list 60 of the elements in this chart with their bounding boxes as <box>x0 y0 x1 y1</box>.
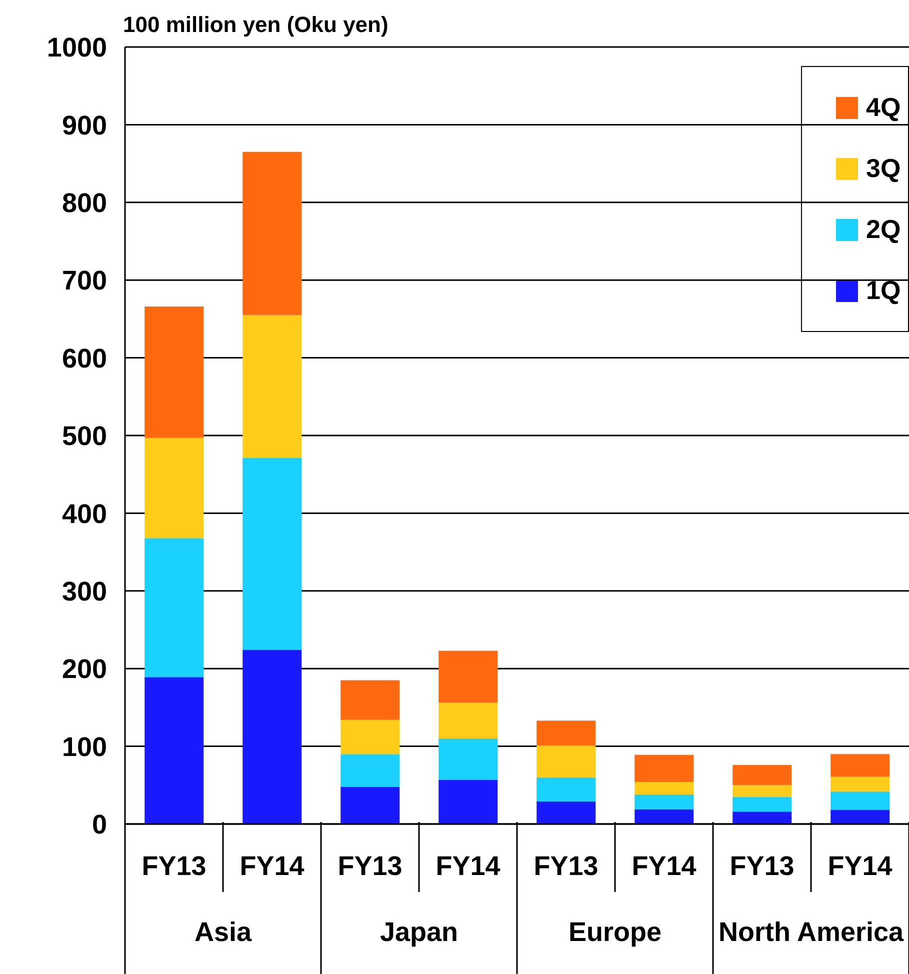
bar <box>242 458 302 650</box>
bar <box>634 794 694 810</box>
legend-label: 1Q <box>866 275 901 306</box>
y-tick-label: 500 <box>62 421 107 452</box>
y-tick-label: 0 <box>92 810 107 840</box>
text: Europe <box>568 917 662 948</box>
text: Asia <box>194 917 252 948</box>
bar <box>144 306 204 438</box>
y-tick-label: 900 <box>62 110 107 140</box>
bar <box>634 809 694 824</box>
bar <box>242 650 302 824</box>
x-tick-label: FY14 <box>240 851 304 881</box>
x-tick-label: FY13 <box>142 851 206 881</box>
bar <box>340 754 400 787</box>
bar <box>144 438 204 538</box>
bar <box>634 782 694 794</box>
bar <box>340 680 400 720</box>
text: Japan <box>380 917 458 948</box>
y-axis-title: 100 million yen (Oku yen) <box>123 12 388 38</box>
x-tick-label: FY14 <box>436 851 500 881</box>
bar <box>732 764 792 786</box>
y-tick-label: 200 <box>62 654 107 684</box>
y-tick-label: 1000 <box>46 32 107 63</box>
y-tick-label: 800 <box>62 188 107 218</box>
legend-label: 3Q <box>866 153 901 184</box>
bar <box>732 785 792 797</box>
x-tick-label: FY14 <box>828 851 892 881</box>
bar <box>830 810 890 824</box>
x-tick-label: FY14 <box>632 851 696 881</box>
bar <box>536 720 596 746</box>
legend-label: 4Q <box>866 92 901 123</box>
bar <box>438 738 498 780</box>
y-tick-label: 600 <box>62 343 107 374</box>
bar <box>732 812 792 824</box>
bar <box>830 776 890 792</box>
y-tick-label: 100 <box>62 732 107 762</box>
bar <box>536 777 596 802</box>
y-tick-label: 300 <box>62 576 107 606</box>
bar <box>242 152 302 316</box>
text: North America <box>718 917 905 948</box>
bar <box>340 786 400 824</box>
bar <box>242 315 302 458</box>
bar <box>438 780 498 824</box>
x-tick-label: FY13 <box>534 851 598 881</box>
y-tick-label: 400 <box>62 498 107 529</box>
bar <box>536 801 596 824</box>
legend-label: 2Q <box>866 214 901 245</box>
bar <box>830 754 890 777</box>
x-tick-label: FY13 <box>730 851 794 881</box>
bar <box>438 702 498 739</box>
bar <box>144 538 204 678</box>
bar <box>732 796 792 812</box>
bar <box>830 791 890 810</box>
bar <box>144 677 204 824</box>
bar <box>536 746 596 778</box>
bar <box>634 754 694 782</box>
y-tick-label: 700 <box>62 266 107 296</box>
bar <box>340 720 400 754</box>
x-tick-label: FY13 <box>338 851 402 881</box>
bar <box>438 650 498 703</box>
